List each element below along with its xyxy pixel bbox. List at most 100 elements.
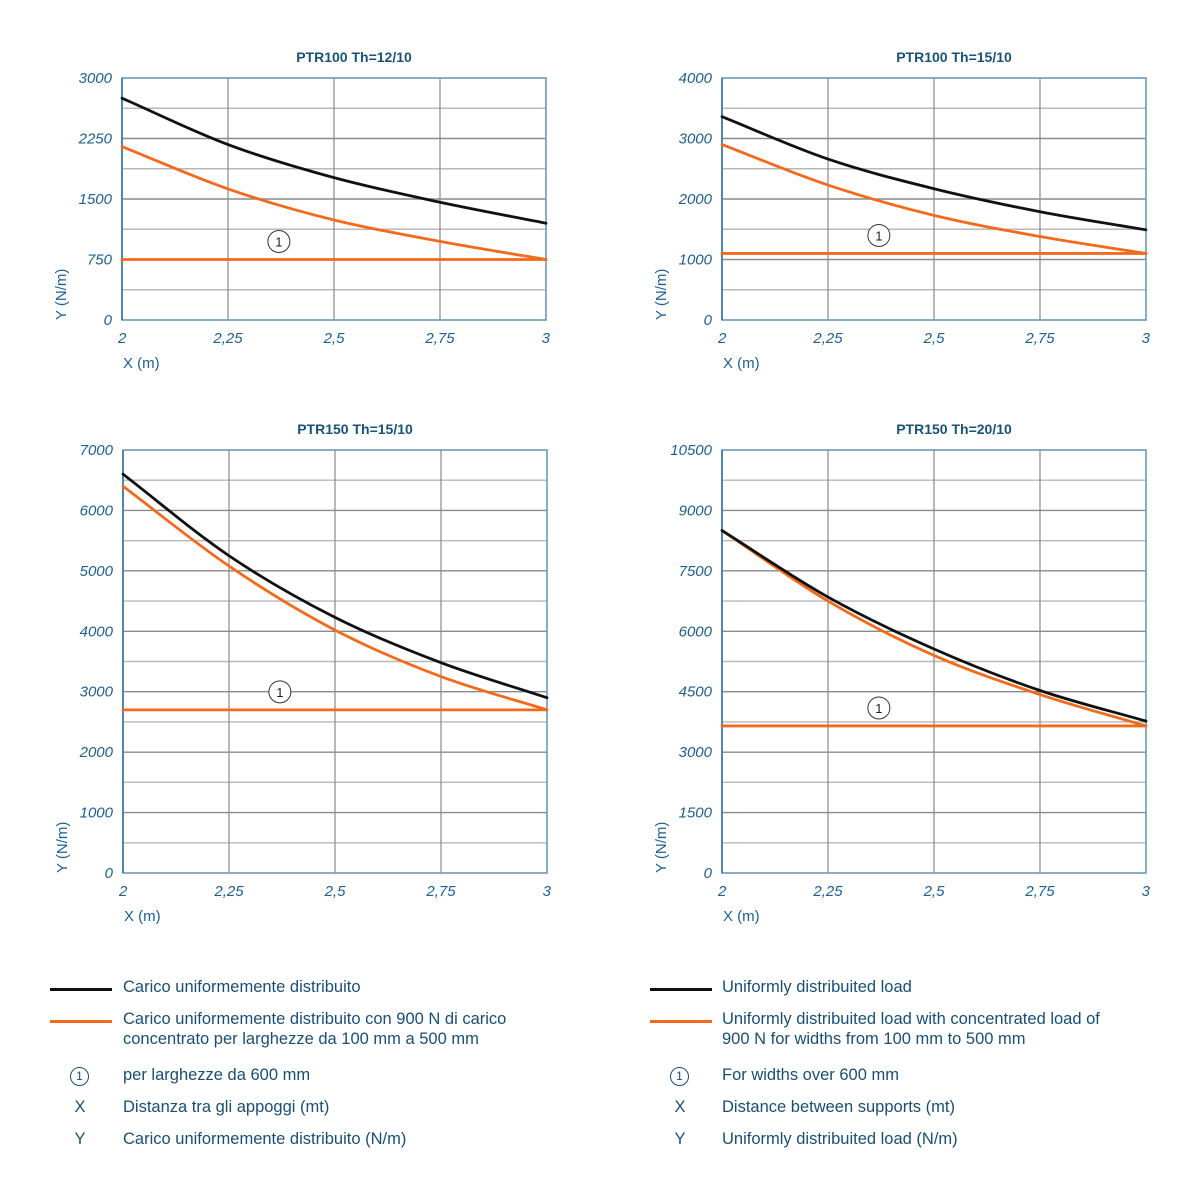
chart-2: PTR100 Th=15/10 0 1000 2000 3000 4000 2 2,25 2,5… (653, 49, 1151, 372)
y-tick-label: 7500 (679, 563, 713, 580)
legend-label-uniform: Uniformly distribuited load (722, 978, 912, 996)
y-tick-label: 3000 (79, 70, 113, 87)
marker-1-label: 1 (875, 701, 882, 716)
legend-label-x: Distanza tra gli appoggi (mt) (123, 1098, 330, 1116)
series-line-concentrated (720, 529, 1148, 728)
x-tick-label: 2,75 (425, 883, 456, 900)
legend-label-y: Carico uniformemente distribuito (N/m) (123, 1130, 407, 1148)
series-line-uniform (120, 96, 548, 225)
series-line-concentrated (720, 143, 1148, 255)
x-tick-label: 2,5 (324, 883, 347, 900)
x-tick-label: 2,75 (1024, 883, 1055, 900)
legend-marker-1-icon: 1 (670, 1067, 689, 1086)
y-tick-label: 3000 (80, 684, 114, 701)
legend-y-symbol: Y (74, 1130, 86, 1148)
legend-label-concentrated-line1: Uniformly distribuited load with concent… (722, 1010, 1100, 1028)
legend-label-concentrated-line2: 900 N for widths from 100 mm to 500 mm (722, 1030, 1026, 1048)
y-tick-label: 0 (105, 865, 114, 882)
x-tick-label: 2 (118, 883, 128, 900)
y-tick-label: 1500 (679, 805, 713, 822)
x-tick-label: 3 (1142, 330, 1151, 347)
x-tick-label: 2,25 (812, 883, 843, 900)
legend-swatch-uniform (650, 988, 712, 991)
legend-swatch-concentrated (650, 1020, 712, 1023)
x-tick-label: 2,25 (212, 330, 243, 347)
legend-x-symbol: X (674, 1098, 686, 1116)
legend-english: Uniformly distribuited load Uniformly di… (650, 978, 1190, 1158)
x-tick-label: 2 (717, 330, 727, 347)
x-axis-label: X (m) (123, 355, 160, 372)
legend-label-x: Distance between supports (mt) (722, 1098, 955, 1116)
y-tick-label: 5000 (80, 563, 114, 580)
x-axis-label: X (m) (124, 908, 161, 925)
y-tick-label: 0 (104, 312, 113, 329)
legend-label-concentrated-line2: concentrato per larghezze da 100 mm a 50… (123, 1030, 479, 1048)
x-axis-label: X (m) (723, 908, 760, 925)
y-tick-label: 0 (704, 312, 713, 329)
legend-label-uniform: Carico uniformemente distribuito (123, 978, 361, 996)
y-axis-label: Y (N/m) (53, 269, 70, 320)
x-tick-label: 2,75 (1024, 330, 1055, 347)
chart-3: PTR150 Th=15/10 0 1000 2000 3000 4000 5000 6000… (54, 421, 552, 925)
y-tick-label: 4000 (80, 623, 114, 640)
chart-title: PTR100 Th=12/10 (296, 49, 412, 65)
y-tick-label: 750 (87, 252, 113, 269)
marker-1-icon (867, 696, 891, 720)
y-axis-label: Y (N/m) (653, 269, 670, 320)
x-tick-label: 3 (543, 883, 552, 900)
series-line-uniform (720, 529, 1148, 723)
x-tick-label: 3 (542, 330, 551, 347)
legend-swatch-uniform (50, 988, 112, 991)
legend-marker-1-icon: 1 (70, 1067, 89, 1086)
y-tick-label: 6000 (679, 623, 713, 640)
series-line-concentrated (121, 484, 549, 712)
y-tick-label: 7000 (80, 442, 114, 459)
chart-title: PTR150 Th=20/10 (896, 421, 1012, 437)
y-tick-label: 1000 (679, 252, 713, 269)
x-tick-label: 2,25 (213, 883, 244, 900)
legend-label-concentrated-line1: Carico uniformemente distribuito con 900… (123, 1010, 507, 1028)
x-tick-label: 2,75 (424, 330, 455, 347)
legend-swatch-concentrated (50, 1020, 112, 1023)
y-tick-label: 1000 (80, 805, 114, 822)
series-line-concentrated (120, 145, 548, 261)
y-tick-label: 9000 (679, 502, 713, 519)
chart-4: PTR150 Th=20/10 0 1500 3000 4500 6000 7500 9000… (653, 421, 1151, 925)
x-tick-label: 2 (117, 330, 127, 347)
y-tick-label: 0 (704, 865, 713, 882)
series-line-uniform (121, 472, 549, 700)
marker-1-icon (267, 230, 291, 253)
x-tick-label: 2,5 (323, 330, 346, 347)
marker-1-icon (867, 223, 891, 247)
y-tick-label: 10500 (670, 442, 712, 459)
legend-italian: Carico uniformemente distribuito Carico … (50, 978, 590, 1158)
y-tick-label: 2000 (678, 191, 713, 208)
legend-y-symbol: Y (674, 1130, 686, 1148)
x-tick-label: 2,5 (923, 883, 946, 900)
marker-1-label: 1 (275, 235, 282, 250)
y-tick-label: 1500 (79, 191, 113, 208)
y-tick-label: 4500 (679, 684, 713, 701)
y-tick-label: 4000 (679, 70, 713, 87)
marker-1-label: 1 (276, 685, 283, 700)
y-tick-label: 3000 (679, 131, 713, 148)
y-tick-label: 3000 (679, 744, 713, 761)
y-tick-label: 2250 (78, 131, 113, 148)
y-tick-label: 6000 (80, 502, 114, 519)
x-tick-label: 3 (1142, 883, 1151, 900)
x-axis-label: X (m) (723, 355, 760, 372)
chart-title: PTR100 Th=15/10 (896, 49, 1012, 65)
legend-label-marker: For widths over 600 mm (722, 1066, 899, 1084)
legend-label-y: Uniformly distribuited load (N/m) (722, 1130, 958, 1148)
x-tick-label: 2 (717, 883, 727, 900)
chart-1: PTR100 Th=12/10 0 750 1500 2250 3000 2 2,25 2,5 2… (53, 49, 551, 372)
y-axis-label: Y (N/m) (653, 822, 670, 873)
x-tick-label: 2,5 (923, 330, 946, 347)
x-tick-label: 2,25 (812, 330, 843, 347)
series-line-uniform (720, 115, 1148, 232)
chart-title: PTR150 Th=15/10 (297, 421, 413, 437)
legend-label-marker: per larghezze da 600 mm (123, 1066, 311, 1084)
y-axis-label: Y (N/m) (54, 822, 71, 873)
y-tick-label: 2000 (79, 744, 114, 761)
